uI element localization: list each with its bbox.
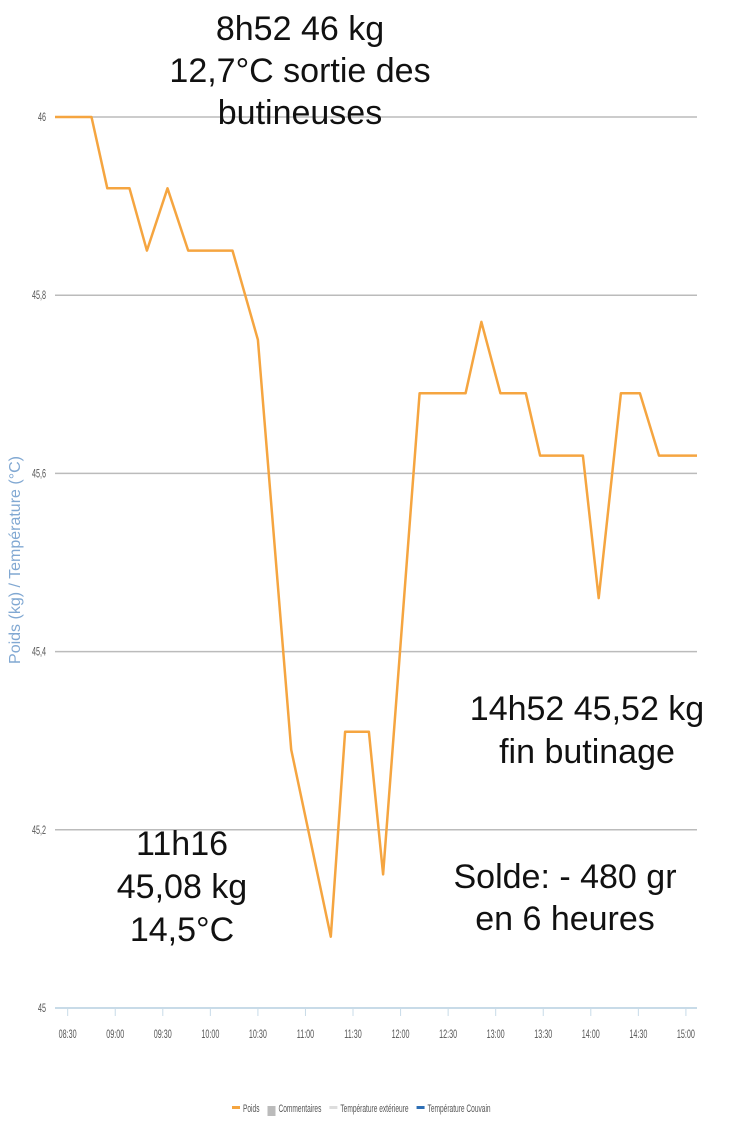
x-tick-label: 14:00 [582, 1028, 600, 1041]
legend-label: Température extérieure [340, 1102, 408, 1114]
annotation: 11h16 [136, 825, 228, 863]
y-tick-label: 45 [38, 1002, 46, 1015]
annotation: 12,7°C sortie des [169, 52, 430, 90]
annotation: Solde: - 480 gr [453, 858, 676, 896]
legend-swatch [329, 1106, 338, 1109]
legend-label: Température Couvain [428, 1102, 491, 1114]
x-tick-label: 15:00 [677, 1028, 695, 1041]
x-tick-label: 12:00 [392, 1028, 410, 1041]
annotation: 14h52 45,52 kg [470, 690, 704, 728]
x-tick-label: 12:30 [439, 1028, 457, 1041]
x-tick-label: 11:30 [344, 1028, 362, 1041]
annotation: fin butinage [499, 733, 675, 771]
y-tick-label: 45,4 [32, 646, 46, 659]
x-tick-label: 10:30 [249, 1028, 267, 1041]
x-tick-label: 11:00 [297, 1028, 315, 1041]
y-axis-label: Poids (kg) / Température (°C) [7, 456, 24, 664]
annotation: 8h52 46 kg [216, 10, 384, 48]
legend-label: Poids [243, 1102, 260, 1114]
legend-swatch [232, 1106, 240, 1109]
y-tick-label: 45,6 [32, 468, 46, 481]
x-tick-label: 09:30 [154, 1028, 172, 1041]
legend-swatch [416, 1106, 425, 1109]
y-tick-label: 46 [38, 111, 46, 124]
x-tick-label: 13:30 [534, 1028, 552, 1041]
y-tick-label: 45,8 [32, 289, 46, 302]
x-tick-label: 13:00 [487, 1028, 505, 1041]
line-series [55, 115, 697, 938]
annotation: butineuses [218, 94, 382, 132]
x-tick-label: 14:30 [629, 1028, 647, 1041]
x-tick-label: 09:00 [106, 1028, 124, 1041]
annotation: en 6 heures [475, 900, 655, 938]
annotation: 45,08 kg [117, 868, 247, 906]
legend-swatch [267, 1106, 276, 1116]
legend-label: Commentaires [278, 1102, 321, 1114]
y-tick-label: 45,2 [32, 824, 46, 837]
x-tick-label: 08:30 [59, 1028, 77, 1041]
annotation: 14,5°C [130, 911, 234, 949]
x-tick-label: 10:00 [201, 1028, 219, 1041]
